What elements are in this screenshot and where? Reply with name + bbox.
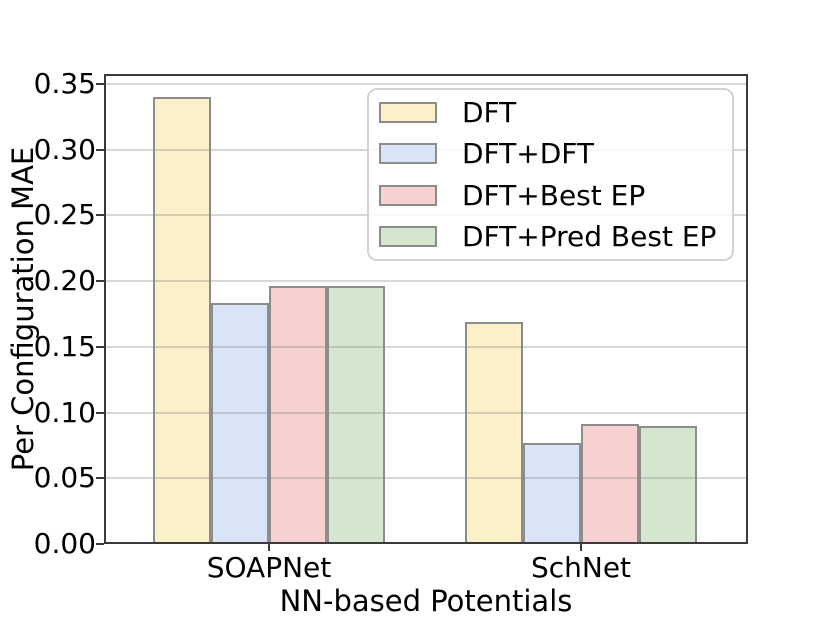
- x-tick-label-soapnet: SOAPNet: [206, 551, 332, 584]
- y-tick-label: 0.00: [33, 527, 96, 560]
- bar-schnet-1: [465, 321, 523, 544]
- bar-soapnet-2: [211, 303, 269, 544]
- bar-soapnet-3: [269, 286, 327, 544]
- y-tick: [96, 477, 104, 480]
- legend-swatch-icon: [379, 225, 437, 247]
- gridline-0.35: [104, 82, 748, 85]
- gridline-0.15: [104, 345, 748, 348]
- y-tick: [96, 82, 104, 85]
- y-tick-label: 0.30: [33, 132, 96, 166]
- legend-item-2: DFT+DFT: [379, 133, 732, 174]
- y-tick: [96, 543, 104, 545]
- legend-label: DFT+Pred Best EP: [462, 219, 717, 253]
- gridline-0.05: [104, 477, 748, 480]
- y-tick: [96, 148, 104, 151]
- legend-swatch-icon: [379, 143, 437, 165]
- x-axis-label: NN-based Potentials: [279, 584, 573, 618]
- bar-schnet-4: [639, 425, 697, 544]
- legend-label: DFT+Best EP: [462, 178, 646, 212]
- x-tick: [580, 544, 582, 551]
- x-tick-label-schnet: SchNet: [530, 551, 632, 584]
- y-tick-label: 0.15: [33, 329, 96, 363]
- y-tick-label: 0.05: [33, 461, 96, 495]
- bar-soapnet-1: [153, 97, 211, 544]
- legend-swatch-icon: [379, 102, 437, 124]
- y-tick: [96, 345, 104, 348]
- bar-schnet-3: [581, 424, 639, 544]
- y-tick-label: 0.25: [33, 198, 96, 232]
- y-tick: [96, 214, 104, 217]
- y-tick: [96, 280, 104, 283]
- bar-soapnet-4: [327, 286, 385, 544]
- legend-label: DFT+DFT: [462, 137, 595, 171]
- legend: DFT DFT+DFT DFT+Best EP DFT+Pred Best EP: [367, 88, 734, 261]
- legend-swatch-icon: [379, 184, 437, 206]
- y-tick-label: 0.35: [33, 66, 96, 100]
- legend-label: DFT: [462, 96, 517, 130]
- legend-item-1: DFT: [379, 92, 732, 133]
- y-tick-label: 0.10: [33, 395, 96, 429]
- gridline-0.10: [104, 411, 748, 414]
- y-tick-label: 0.20: [33, 264, 96, 298]
- bar-schnet-2: [523, 442, 581, 544]
- gridline-0.20: [104, 280, 748, 283]
- y-tick: [96, 411, 104, 414]
- legend-item-3: DFT+Best EP: [379, 175, 732, 216]
- legend-item-4: DFT+Pred Best EP: [379, 216, 732, 257]
- x-tick: [268, 544, 270, 551]
